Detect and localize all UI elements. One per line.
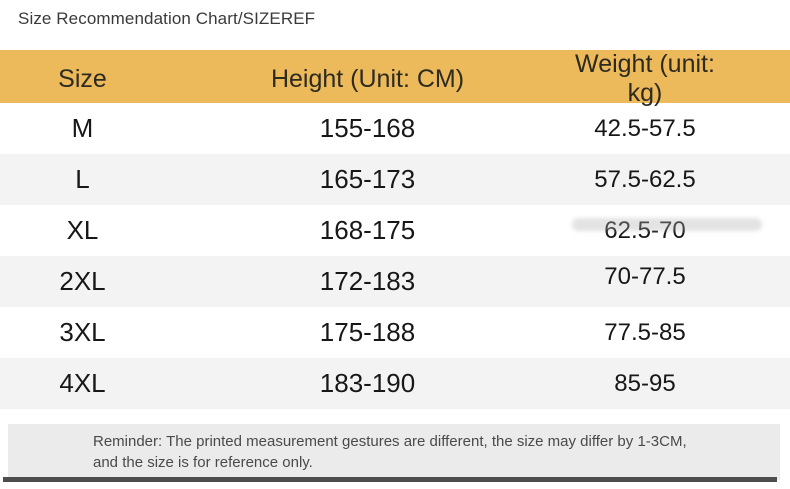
size-chart-table: Size Height (Unit: CM) Weight (unit: kg)… <box>0 50 790 409</box>
cell-weight: 77.5-85 <box>604 318 686 346</box>
bottom-divider <box>3 477 777 482</box>
cell-height: 172-183 <box>319 266 416 296</box>
cell-size: 2XL <box>59 266 106 296</box>
table-row-l: L 165-173 57.5-62.5 <box>0 154 790 205</box>
header-cell-weight: Weight (unit: kg) <box>575 50 715 107</box>
table-row-3xl: 3XL 175-188 77.5-85 <box>0 307 790 358</box>
cell-size: XL <box>66 215 99 245</box>
reminder-note: Reminder: The printed measurement gestur… <box>8 424 780 480</box>
cell-weight: 42.5-57.5 <box>594 114 696 142</box>
header-cell-height: Height (Unit: CM) <box>270 64 465 93</box>
cell-weight: 62.5-70 <box>604 216 686 244</box>
cell-height: 183-190 <box>319 368 416 398</box>
cell-size: 4XL <box>59 368 106 398</box>
table-row-xl: XL 168-175 62.5-70 <box>0 205 790 256</box>
cell-height: 155-168 <box>319 113 416 143</box>
header-cell-size: Size <box>58 64 107 93</box>
cell-height: 165-173 <box>319 164 416 194</box>
cell-weight: 70-77.5 <box>604 262 686 290</box>
table-header-row: Size Height (Unit: CM) Weight (unit: kg) <box>0 50 790 107</box>
reminder-text: Reminder: The printed measurement gestur… <box>93 433 687 471</box>
cell-height: 175-188 <box>319 317 416 347</box>
table-row-4xl: 4XL 183-190 85-95 <box>0 358 790 409</box>
page-title: Size Recommendation Chart/SIZEREF <box>18 9 316 28</box>
cell-size: M <box>71 113 94 143</box>
table-row-2xl: 2XL 172-183 70-77.5 <box>0 256 790 307</box>
cell-size: L <box>75 164 90 194</box>
cell-height: 168-175 <box>319 215 416 245</box>
table-row-m: M 155-168 42.5-57.5 <box>0 103 790 154</box>
cell-weight: 85-95 <box>614 369 676 397</box>
cell-weight: 57.5-62.5 <box>594 165 696 193</box>
cell-size: 3XL <box>59 317 106 347</box>
